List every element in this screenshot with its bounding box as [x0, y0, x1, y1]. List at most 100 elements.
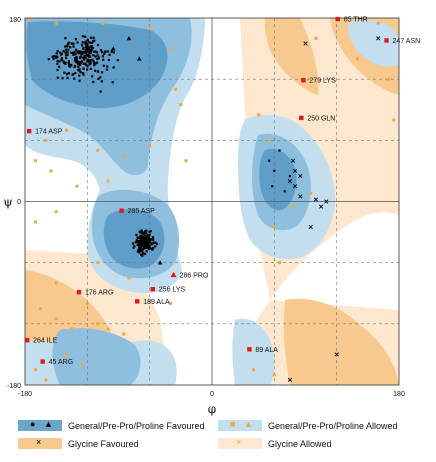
favoured-point: [133, 245, 136, 248]
favoured-point: [101, 55, 104, 58]
favoured-point: [71, 51, 74, 55]
favoured-point: [144, 243, 147, 247]
allowed-point: [148, 26, 152, 30]
favoured-point: [136, 250, 140, 253]
favoured-point: [145, 239, 148, 242]
glycine-point: [287, 377, 293, 383]
favoured-point: [75, 55, 78, 59]
favoured-point: [67, 59, 71, 63]
favoured-point: [70, 51, 73, 54]
favoured-point: [94, 62, 97, 65]
favoured-point: [73, 64, 77, 68]
favoured-point: [142, 244, 145, 247]
favoured-point: [142, 241, 145, 244]
favoured-point: [84, 42, 87, 45]
outlier-label: 279 LYS: [309, 78, 336, 85]
favoured-point: [83, 57, 86, 60]
favoured-point: [67, 61, 70, 65]
favoured-point: [110, 49, 114, 52]
favoured-point: [80, 60, 84, 63]
favoured-point: [72, 53, 75, 56]
outlier-label: 247 ASN: [393, 38, 421, 45]
favoured-point: [102, 58, 105, 61]
favoured-point: [108, 53, 111, 56]
glycine-point: [292, 184, 298, 189]
favoured-point: [66, 53, 69, 56]
allowed-point: [39, 307, 43, 311]
favoured-point: [60, 57, 63, 60]
allowed-point: [309, 191, 313, 195]
favoured-point: [139, 253, 143, 257]
favoured-point: [103, 52, 106, 56]
outlier-label: 176 ARG: [85, 290, 113, 297]
favoured-point: [139, 231, 142, 234]
favoured-point: [140, 237, 143, 240]
favoured-point: [144, 234, 147, 237]
favoured-point: [271, 185, 274, 188]
favoured-point: [99, 90, 102, 93]
favoured-point: [73, 77, 76, 80]
allowed-point: [65, 128, 69, 132]
allowed-point: [148, 143, 152, 147]
glycine-point: [292, 168, 298, 174]
favoured-point: [154, 241, 157, 244]
x-tick-minus-180: -180: [18, 391, 32, 398]
favoured-point: [68, 41, 71, 44]
outlier-point: [76, 290, 82, 295]
allowed-point: [54, 281, 58, 285]
y-axis-label: ψ: [3, 195, 12, 209]
favoured-point: [146, 244, 149, 247]
favoured-point: [93, 50, 96, 53]
favoured-proline-point: [111, 46, 116, 51]
allowed-point: [33, 159, 37, 163]
favoured-point: [73, 59, 76, 62]
allowed-point: [291, 205, 295, 209]
favoured-point: [51, 55, 54, 58]
favoured-point: [137, 248, 140, 251]
legend-label-glycine-allowed: Glycine Allowed: [268, 438, 332, 449]
favoured-point: [76, 62, 80, 66]
outlier-label: 45 ARG: [49, 359, 74, 366]
favoured-point: [61, 77, 64, 80]
glycine-point: [298, 194, 303, 199]
favoured-point: [140, 248, 143, 252]
favoured-point: [76, 41, 79, 44]
favoured-point: [86, 42, 89, 46]
favoured-point: [137, 242, 141, 245]
favoured-point: [99, 49, 103, 52]
allowed-point: [272, 225, 276, 229]
favoured-point: [64, 56, 68, 60]
favoured-point: [96, 57, 99, 61]
favoured-point: [92, 40, 95, 43]
favoured-point: [93, 61, 96, 65]
allowed-point: [267, 138, 271, 142]
favoured-point: [135, 233, 138, 236]
allowed-point: [80, 363, 84, 367]
favoured-point: [89, 61, 92, 64]
favoured-point: [91, 58, 94, 61]
favoured-point: [77, 51, 80, 55]
favoured-point: [143, 245, 147, 249]
favoured-point: [148, 238, 152, 241]
favoured-point: [140, 250, 143, 253]
allowed-point: [44, 138, 48, 142]
favoured-point: [65, 45, 69, 48]
outlier-point: [135, 299, 140, 304]
favoured-point: [134, 241, 137, 244]
glycine-point: [303, 41, 308, 46]
outlier-points: 65 THR 247 ASN 279 LYS 250 GLN 174 ASP 285 AS…: [24, 17, 421, 366]
favoured-point: [73, 50, 76, 54]
favoured-point: [74, 48, 78, 51]
favoured-point: [96, 54, 99, 57]
favoured-point: [88, 55, 91, 58]
favoured-point: [95, 51, 99, 54]
favoured-point: [151, 248, 154, 251]
favoured-point: [69, 46, 72, 49]
favoured-point: [143, 240, 146, 243]
favoured-point: [106, 50, 109, 53]
favoured-point: [70, 64, 73, 67]
favoured-point: [106, 65, 109, 68]
allowed-point: [122, 332, 126, 336]
glycine-point: [313, 197, 319, 202]
favoured-point: [148, 233, 151, 236]
